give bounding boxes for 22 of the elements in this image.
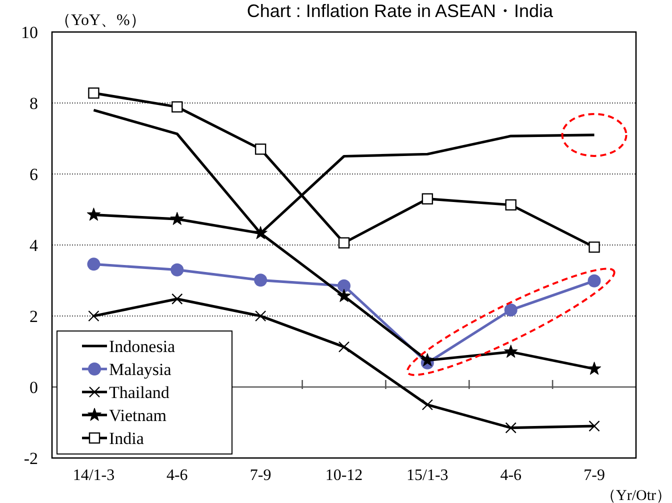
- x-tick-label: 7-9: [250, 467, 272, 484]
- x-tick-label: 4-6: [166, 467, 188, 484]
- y-tick-label: 10: [21, 23, 38, 42]
- x-tick-label: 10-12: [325, 467, 363, 484]
- y-axis-title: （YoY、%）: [55, 12, 146, 29]
- x-axis-title: （Yr/Otr）: [601, 488, 671, 503]
- x-tick-label: 15/1-3: [406, 467, 448, 484]
- y-tick-label: 4: [30, 236, 38, 255]
- legend-label: India: [109, 429, 144, 448]
- y-tick-label: 0: [30, 378, 38, 397]
- y-tick-label: 8: [30, 94, 38, 113]
- chart-title: Chart : Inflation Rate in ASEAN・India: [246, 1, 554, 21]
- x-tick-label: 14/1-3: [72, 467, 115, 484]
- legend-label: Vietnam: [109, 406, 167, 425]
- x-tick-label: 7-9: [584, 467, 605, 484]
- legend-label: Indonesia: [109, 337, 176, 356]
- y-tick-label: 6: [30, 165, 38, 184]
- y-tick-label: 2: [30, 307, 38, 326]
- x-tick-label: 4-6: [500, 467, 522, 484]
- legend-label: Malaysia: [109, 360, 172, 379]
- y-tick-label: -2: [24, 449, 38, 468]
- legend-label: Thailand: [109, 383, 170, 402]
